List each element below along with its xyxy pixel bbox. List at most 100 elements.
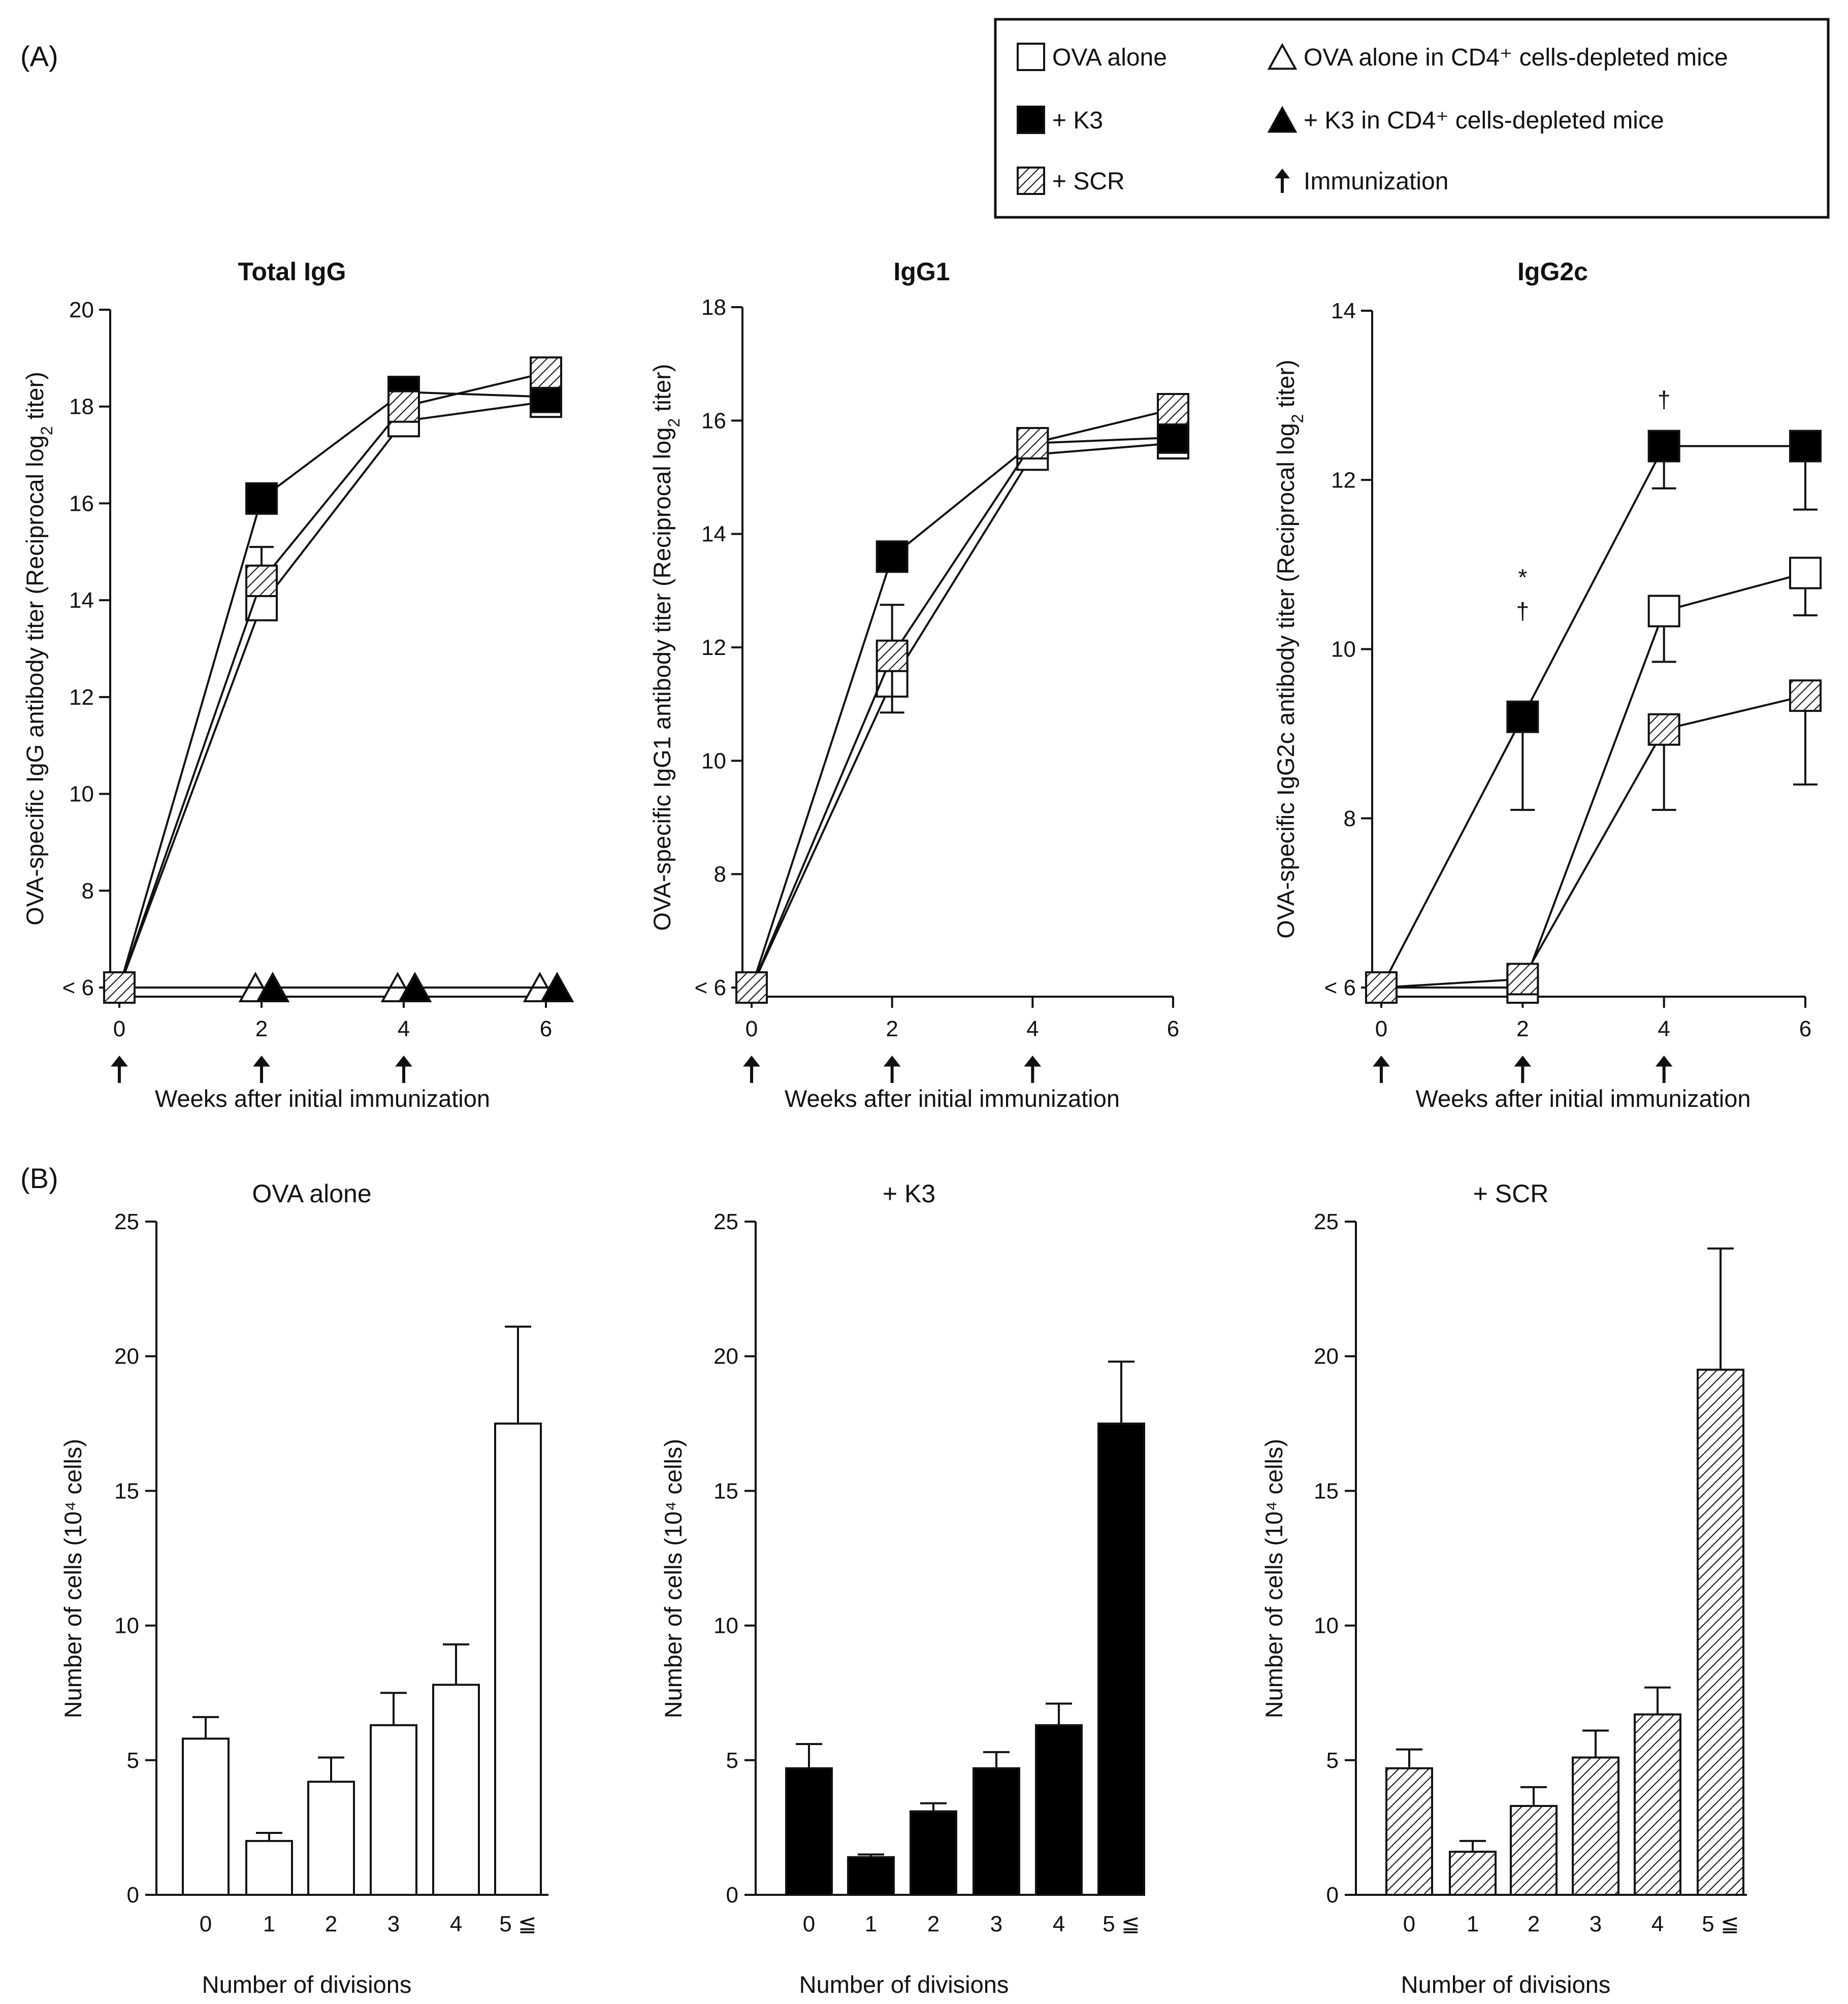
immunization-arrow-icon [1514, 1056, 1532, 1083]
x-tick-label: 2 [1528, 1912, 1540, 1936]
arrow-head [395, 1056, 412, 1067]
x-tick-label: 2 [325, 1912, 337, 1936]
y-tick-label: 25 [714, 1209, 738, 1234]
data-point [876, 540, 909, 573]
bar-1 [847, 1856, 895, 1896]
x-tick-label: 4 [1026, 1016, 1039, 1041]
legend-marker-k3-in-cd4-cells-depleted-mice [1267, 106, 1298, 133]
chart-title: IgG1 [893, 257, 950, 286]
x-tick-label: 4 [450, 1912, 462, 1936]
arrow-head [1373, 1056, 1390, 1067]
series-line [1381, 695, 1806, 989]
data-point [245, 565, 278, 597]
series-k3 [735, 421, 1189, 1004]
y-axis-label: Number of cells (10⁴ cells) [59, 1439, 86, 1718]
y-tick-label: 18 [701, 295, 726, 320]
bar-chart-ova-alone: 0 5 10 15 20 25 0 1 2 3 4 5 ≦ OVA alone Number of div… [59, 1179, 548, 1998]
legend-label-k3: + K3 [1052, 107, 1103, 134]
x-tick-label: 6 [540, 1016, 552, 1041]
y-tick-label: 10 [1314, 1614, 1339, 1638]
series-line [1380, 445, 1805, 988]
data-point [103, 971, 136, 1004]
x-tick-label: 3 [990, 1912, 1002, 1936]
data-point [1157, 393, 1189, 425]
y-tick-label: 8 [82, 878, 94, 903]
y-tick-label: 10 [114, 1614, 139, 1638]
arrow-head [253, 1056, 270, 1067]
y-axis-label: Number of cells (10⁴ cells) [660, 1439, 687, 1718]
chart-title: IgG2c [1517, 257, 1588, 286]
data-point [1016, 427, 1049, 459]
y-tick-label: 20 [1314, 1344, 1339, 1369]
arrow-head [1275, 169, 1290, 179]
bar-5 [1697, 1368, 1744, 1896]
y-tick-label: 12 [1331, 468, 1356, 492]
line-chart-igg2c: < 6 8 10 12 14 0 2 4 6 IgG2c Weeks after initial i… [1272, 257, 1822, 1112]
bar-1 [245, 1839, 293, 1896]
series-ova-alone [735, 427, 1189, 1004]
series-line [118, 372, 546, 988]
y-tick-label: 15 [714, 1479, 738, 1503]
bar-3 [972, 1767, 1020, 1896]
y-tick-label: 14 [69, 588, 94, 613]
y-tick-label: 12 [69, 685, 94, 710]
x-tick-label: 1 [263, 1912, 275, 1936]
bar-5 [1097, 1422, 1145, 1896]
y-tick-label: 25 [114, 1209, 139, 1234]
y-tick-label: < 6 [1324, 975, 1356, 1000]
y-tick-label: 0 [127, 1883, 139, 1908]
arrow-head [1024, 1056, 1042, 1067]
y-tick-label: 20 [114, 1344, 139, 1369]
series-line [751, 442, 1174, 988]
chart-title: Total IgG [238, 257, 346, 286]
y-tick-label: 0 [1326, 1883, 1339, 1908]
series-scr [735, 393, 1189, 1004]
y-tick-label: 12 [701, 635, 726, 660]
y-tick-label: 8 [1344, 806, 1356, 831]
arrow-head [1514, 1056, 1532, 1067]
data-point [255, 971, 290, 1002]
y-axis-label: OVA-specific IgG1 antibody titer (Recipr… [649, 364, 683, 931]
y-tick-label: 14 [1331, 299, 1356, 323]
y-axis-label: OVA-specific IgG antibody titer (Recipro… [21, 372, 56, 926]
bar-4 [432, 1684, 480, 1896]
legend-frame [994, 18, 1830, 219]
line-chart-total-igg: < 6 8 10 12 14 16 18 20 0 2 4 6 Total IgG Weeks after… [21, 257, 574, 1112]
immunization-arrow-icon [1024, 1056, 1042, 1083]
series-k3 [103, 376, 562, 1004]
series-line [118, 391, 546, 988]
immunization-arrow-icon [253, 1056, 270, 1083]
legend-label-ova-alone: OVA alone [1052, 44, 1167, 71]
data-point [387, 390, 420, 423]
data-point [876, 639, 909, 672]
arrow-head [883, 1056, 901, 1067]
series-k3-in-cd4-cells-depleted-mice [119, 971, 574, 1002]
legend-marker-ova-alone [1017, 43, 1045, 71]
data-point [1789, 679, 1822, 712]
series-line [751, 436, 1174, 988]
bar-2 [1510, 1804, 1558, 1896]
x-tick-label: 5 ≦ [1702, 1912, 1739, 1936]
immunization-arrow-icon [1373, 1056, 1390, 1083]
data-point [1506, 700, 1539, 733]
data-point [1365, 971, 1398, 1004]
y-tick-label: 15 [114, 1479, 139, 1503]
arrow-head [743, 1056, 760, 1067]
x-tick-label: 2 [1516, 1016, 1529, 1041]
y-tick-label: 10 [69, 782, 94, 807]
x-axis-label: Weeks after initial immunization [155, 1085, 490, 1112]
y-tick-label: 10 [701, 748, 726, 773]
x-tick-label: 5 ≦ [499, 1912, 537, 1936]
legend-marker-ova-alone-in-cd4-cells-depleted-mice [1267, 43, 1298, 70]
legend-label-scr: + SCR [1052, 168, 1125, 195]
y-tick-label: 5 [127, 1748, 139, 1773]
data-point [1506, 963, 1539, 996]
x-tick-label: 2 [927, 1912, 939, 1936]
bar-1 [1449, 1851, 1497, 1896]
legend-marker-scr [1017, 167, 1045, 195]
bar-5 [494, 1422, 542, 1896]
y-tick-label: 5 [1326, 1748, 1339, 1773]
y-axis-label: Number of cells (10⁴ cells) [1260, 1439, 1287, 1718]
immunization-arrow-icon [743, 1056, 760, 1083]
panel-a-letter: (A) [20, 40, 58, 72]
